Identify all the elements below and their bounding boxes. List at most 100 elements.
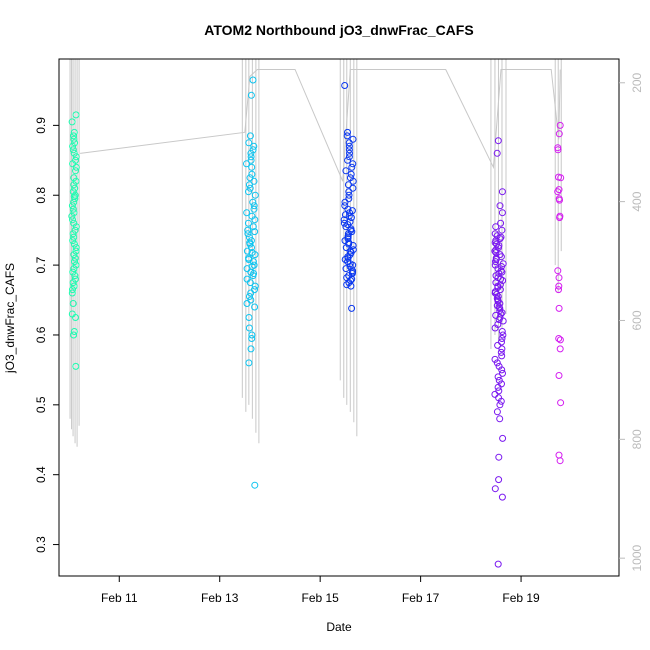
data-point bbox=[70, 128, 78, 136]
data-point bbox=[249, 76, 257, 84]
data-point bbox=[72, 177, 80, 185]
data-point bbox=[349, 184, 357, 192]
data-point bbox=[251, 303, 259, 311]
data-point bbox=[495, 316, 503, 324]
data-point bbox=[251, 191, 259, 199]
data-point bbox=[243, 209, 251, 217]
data-point bbox=[346, 149, 353, 157]
data-point bbox=[344, 128, 351, 136]
data-point bbox=[348, 304, 356, 312]
data-point bbox=[70, 265, 78, 273]
data-point bbox=[245, 359, 253, 367]
data-point bbox=[495, 376, 503, 384]
data-point bbox=[247, 153, 255, 161]
data-point bbox=[498, 338, 505, 346]
data-point bbox=[71, 195, 79, 203]
data-point bbox=[71, 272, 79, 280]
data-point bbox=[496, 401, 504, 409]
y-tick-label: 0.5 bbox=[34, 396, 48, 413]
data-point bbox=[69, 279, 77, 287]
data-point bbox=[555, 451, 563, 459]
data-point bbox=[346, 247, 354, 255]
data-point bbox=[499, 434, 507, 442]
data-point bbox=[496, 202, 504, 210]
data-point bbox=[491, 355, 499, 363]
data-point bbox=[71, 139, 79, 147]
data-point bbox=[247, 289, 255, 297]
data-point bbox=[554, 267, 562, 275]
data-point bbox=[557, 174, 565, 182]
data-point bbox=[70, 209, 78, 217]
data-point bbox=[71, 191, 79, 199]
data-point bbox=[72, 223, 80, 231]
data-point bbox=[251, 216, 259, 224]
data-point bbox=[69, 216, 76, 224]
data-point bbox=[345, 191, 353, 199]
data-point bbox=[69, 286, 76, 294]
data-point bbox=[556, 121, 564, 129]
data-point bbox=[248, 331, 256, 339]
data-point bbox=[71, 254, 79, 262]
data-point bbox=[498, 328, 506, 335]
data-point bbox=[248, 170, 256, 178]
data-point bbox=[246, 279, 254, 287]
data-point bbox=[72, 261, 80, 269]
chart-title: ATOM2 Northbound jO3_dnwFrac_CAFS bbox=[204, 22, 473, 38]
data-point bbox=[72, 247, 80, 255]
data-point bbox=[497, 397, 505, 405]
data-point bbox=[247, 237, 255, 245]
data-point bbox=[345, 146, 353, 154]
data-point bbox=[495, 476, 503, 484]
data-point bbox=[498, 188, 506, 196]
data-point bbox=[69, 237, 77, 245]
data-point bbox=[70, 251, 78, 259]
data-point bbox=[491, 390, 499, 398]
data-point bbox=[494, 560, 502, 568]
data-point bbox=[243, 247, 251, 255]
data-point bbox=[345, 139, 353, 147]
data-point bbox=[345, 279, 353, 287]
data-point bbox=[496, 307, 504, 314]
data-point bbox=[71, 184, 79, 192]
data-point bbox=[247, 296, 255, 304]
data-point bbox=[69, 146, 77, 154]
data-point bbox=[348, 228, 356, 236]
data-point bbox=[251, 251, 259, 259]
data-point bbox=[344, 181, 352, 189]
data-point bbox=[246, 293, 253, 300]
data-point bbox=[349, 177, 357, 185]
data-point bbox=[349, 160, 357, 168]
data-point bbox=[499, 369, 506, 377]
data-point bbox=[491, 324, 499, 332]
data-point bbox=[244, 226, 252, 234]
y-tick-label: 0.7 bbox=[34, 256, 48, 273]
data-point bbox=[494, 383, 502, 391]
x-tick-label: Feb 11 bbox=[101, 591, 138, 605]
data-point bbox=[243, 300, 251, 307]
data-point bbox=[494, 341, 502, 349]
data-point bbox=[346, 251, 354, 259]
data-point bbox=[494, 373, 502, 381]
data-point bbox=[349, 135, 357, 143]
data-point bbox=[497, 219, 505, 227]
data-point bbox=[245, 139, 253, 147]
data-point bbox=[69, 268, 77, 276]
data-point bbox=[250, 177, 258, 185]
data-point bbox=[250, 205, 258, 213]
data-point bbox=[497, 348, 505, 356]
y2-tick-label: 800 bbox=[630, 429, 644, 449]
data-point bbox=[554, 146, 562, 154]
data-point bbox=[499, 331, 507, 339]
data-point bbox=[554, 188, 562, 196]
data-point bbox=[247, 156, 255, 164]
data-point bbox=[70, 198, 78, 206]
data-point bbox=[70, 135, 78, 143]
data-point bbox=[349, 242, 357, 249]
plot-box bbox=[58, 58, 620, 577]
data-point bbox=[72, 362, 80, 370]
data-point bbox=[247, 91, 255, 99]
data-point bbox=[250, 202, 258, 210]
y-tick-label: 0.6 bbox=[34, 326, 48, 343]
data-point bbox=[497, 253, 505, 261]
data-point bbox=[499, 277, 507, 284]
